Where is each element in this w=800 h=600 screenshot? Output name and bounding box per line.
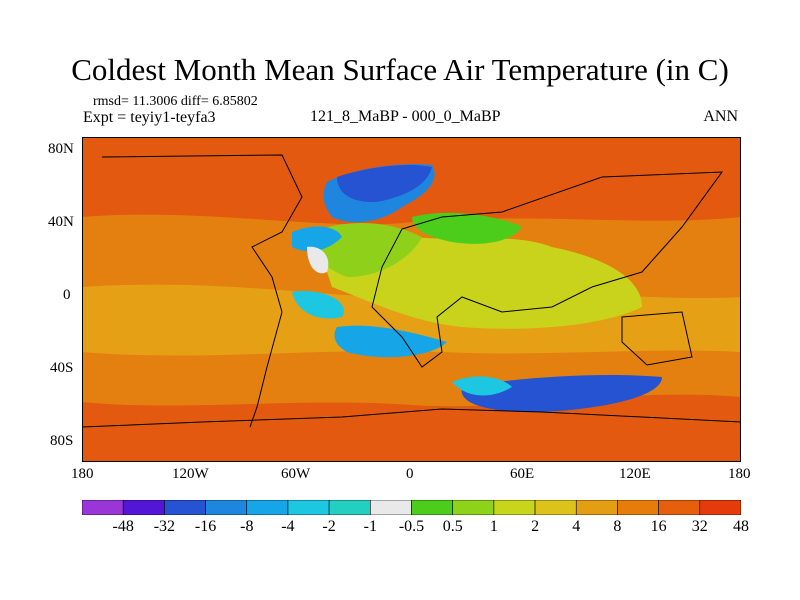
- experiment-label: Expt = teyiy1-teyfa3: [83, 109, 216, 126]
- rmsd-diff-stats: rmsd= 11.3006 diff= 6.85802: [93, 94, 258, 109]
- caribbean-neutral: [307, 246, 329, 274]
- temperature-map: [82, 137, 741, 462]
- colorbar-label: -4: [281, 518, 295, 535]
- colorbar-label: 32: [691, 518, 708, 535]
- colorbar-cell: [411, 500, 453, 515]
- lon-tick-180e: 180: [728, 466, 751, 482]
- colorbar-label: -2: [322, 518, 336, 535]
- colorbar-cell: [328, 500, 371, 515]
- lon-tick-0: 0: [406, 466, 414, 482]
- colorbar-label: -32: [153, 518, 176, 535]
- colorbar-label: -48: [112, 518, 134, 535]
- south-atlantic-cold: [334, 325, 447, 358]
- colorbar-cell: [699, 500, 741, 515]
- americas-coastline: [101, 154, 303, 428]
- lon-tick-60w: 60W: [281, 466, 311, 482]
- colorbar-cell: [246, 500, 289, 515]
- map-frame: [82, 137, 741, 462]
- colorbar-cell: [617, 500, 659, 515]
- greenland-cold-core: [337, 165, 432, 203]
- colorbar-label: -16: [194, 518, 217, 535]
- colorbar: [82, 500, 741, 515]
- southern-ocean-cool: [452, 376, 512, 396]
- colorbar-cell: [122, 500, 165, 515]
- colorbar-label: 4: [572, 518, 581, 535]
- colorbar-cell: [164, 500, 206, 515]
- lat-tick-0: 0: [63, 287, 71, 303]
- equatorial-atlantic-cool: [292, 291, 344, 319]
- lat-tick-40n: 40N: [48, 214, 74, 230]
- colorbar-label: -0.5: [398, 518, 425, 535]
- colorbar-label: -8: [240, 518, 254, 535]
- colorbar-label: 1: [489, 518, 498, 535]
- southern-ocean-cold: [461, 375, 662, 413]
- colorbar-label: -1: [363, 518, 377, 535]
- map-title: Coldest Month Mean Surface Air Temperatu…: [71, 52, 729, 87]
- lat-tick-80s: 80S: [50, 433, 74, 449]
- colorbar-cell: [287, 500, 330, 515]
- colorbar-cell: [493, 500, 536, 515]
- lon-tick-180w: 180: [71, 466, 94, 482]
- colorbar-cell: [658, 500, 701, 515]
- colorbar-label: 16: [650, 518, 667, 535]
- colorbar-label: 48: [733, 518, 749, 535]
- colorbar-cell: [205, 500, 248, 515]
- lat-tick-40s: 40S: [50, 360, 74, 376]
- eurasia-africa-coastline: [371, 171, 724, 368]
- period-label: 121_8_MaBP - 000_0_MaBP: [310, 108, 501, 125]
- colorbar-label: 2: [531, 518, 540, 535]
- lat-tick-80n: 80N: [48, 141, 74, 157]
- colorbar-label: 8: [613, 518, 622, 535]
- colorbar-cell: [370, 500, 412, 515]
- lon-tick-120e: 120E: [619, 466, 651, 482]
- colorbar-cell: [452, 500, 495, 515]
- colorbar-cell: [82, 500, 124, 515]
- australia-coastline: [621, 311, 693, 366]
- europe-green: [412, 212, 522, 244]
- antarctica-coastline: [82, 408, 741, 428]
- colorbar-label: 0.5: [442, 518, 463, 535]
- lon-tick-120w: 120W: [172, 466, 209, 482]
- lon-tick-60e: 60E: [510, 466, 535, 482]
- colorbar-cell: [575, 500, 618, 515]
- season-label: ANN: [703, 108, 738, 125]
- gulf-cold: [292, 226, 342, 252]
- colorbar-cell: [534, 500, 577, 515]
